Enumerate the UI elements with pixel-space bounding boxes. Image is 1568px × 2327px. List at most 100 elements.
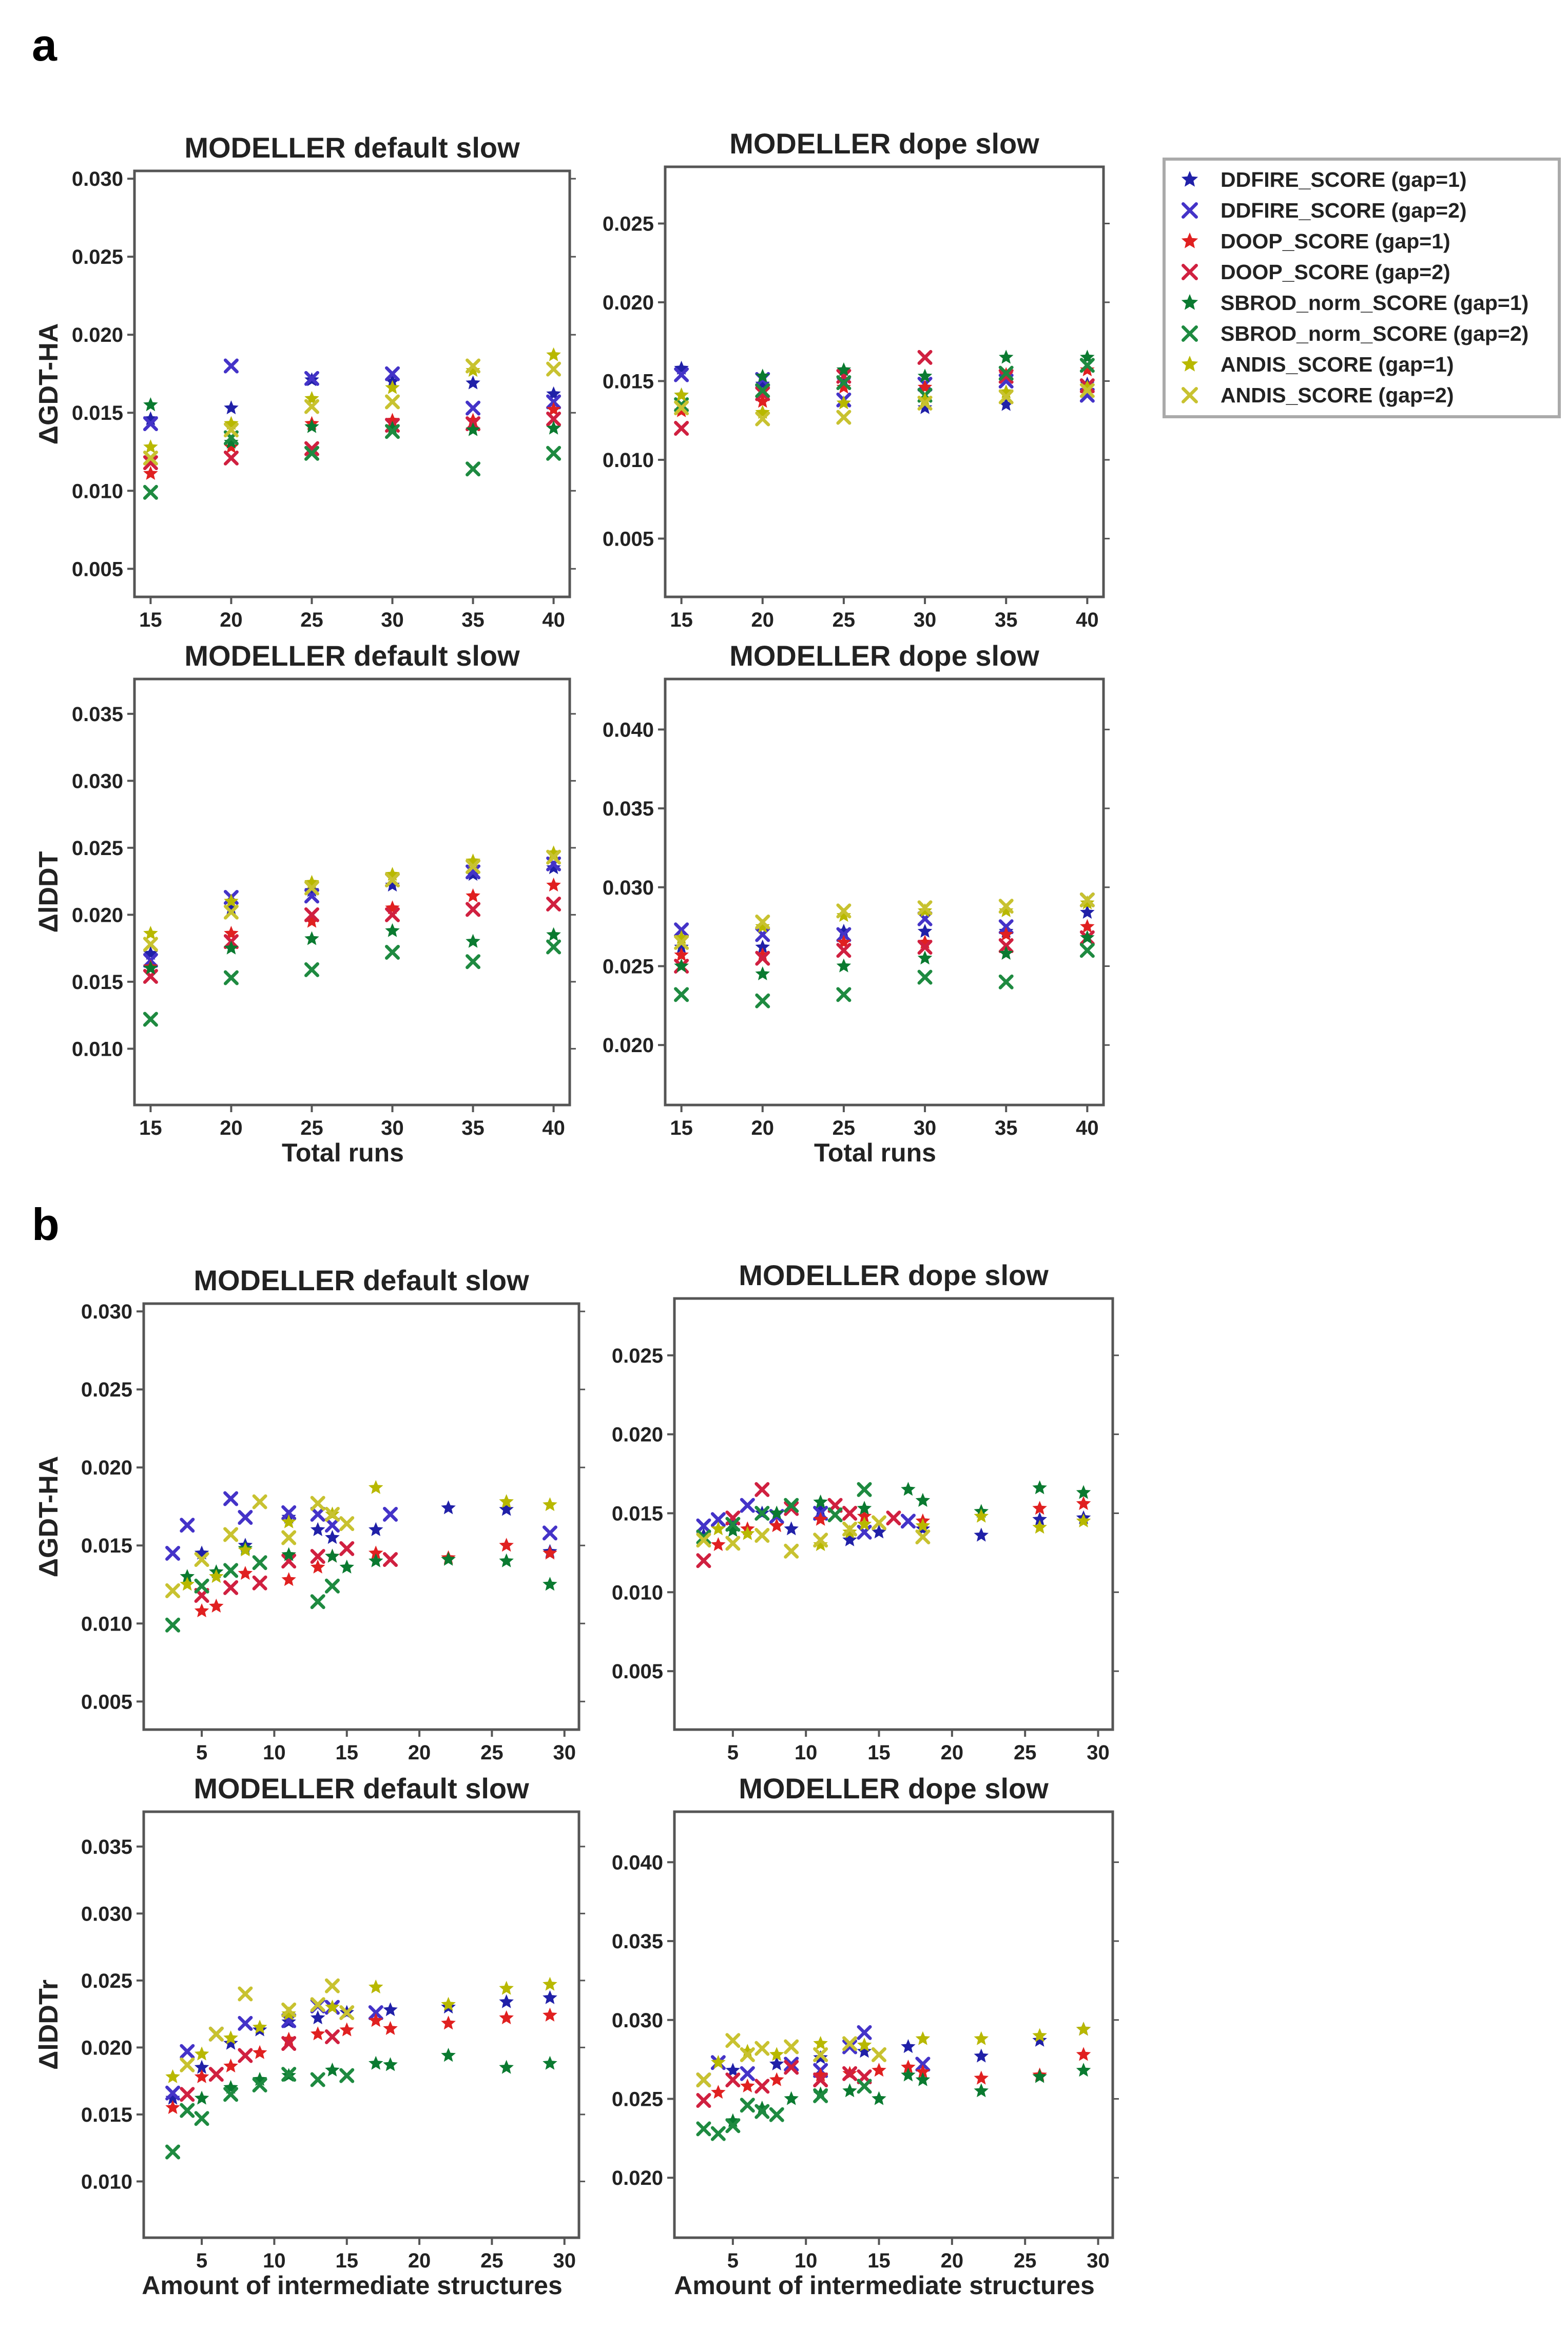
data-point [310,1997,325,2012]
data-point [304,914,319,928]
data-point [901,1482,916,1496]
data-point [696,1533,711,1548]
y-tick-label: 0.015 [81,1535,132,1557]
plot-frame [673,1297,1114,1731]
data-point [842,2083,857,2098]
data-point [999,927,1014,941]
data-point [696,1553,711,1568]
y-tick-label: 0.010 [72,1038,123,1060]
y-axis-label: ΔlDDTr [34,1980,64,2070]
y-tick-label: 0.005 [612,1660,663,1683]
x-tick-label: 30 [914,1117,937,1139]
data-point [499,2010,514,2025]
data-point [857,2079,872,2094]
data-point [223,2035,238,2050]
series-andis-score-gap-2- [674,383,1095,426]
data-point [324,1978,340,1993]
y-tick-label: 0.030 [612,2009,663,2032]
data-point [252,1494,267,1509]
data-point [769,2047,784,2061]
data-point [740,2047,755,2062]
data-point [466,400,481,416]
data-point [915,1492,931,1507]
data-point [546,860,561,875]
data-point [441,2015,456,2030]
y-tick-label: 0.035 [81,1836,132,1858]
data-point [784,2091,799,2105]
y-tick-label: 0.020 [603,1034,654,1057]
data-point [754,2079,770,2094]
data-point [740,1498,755,1513]
data-point [281,2002,297,2018]
data-point [974,1508,989,1523]
data-point [725,2033,741,2048]
data-point [711,1537,726,1552]
data-point [383,2002,398,2016]
data-point [915,1518,931,1533]
data-point [917,392,933,406]
data-point [339,2068,355,2083]
data-point [546,896,562,912]
data-point [836,379,851,394]
data-point [304,399,319,414]
data-point [143,455,158,471]
chart-b3: MODELLER default slow 5 10 15 20 25 30 0.010 0.0… [34,1772,585,2300]
series-sbrod-norm-score-gap-1- [143,397,561,449]
data-point [998,919,1014,935]
data-point [754,1528,770,1543]
data-point [543,1990,557,2004]
legend-marker [1182,264,1198,280]
y-tick-label: 0.025 [81,1379,132,1401]
x-tick-label: 15 [139,609,162,631]
data-point [1076,1485,1091,1499]
data-point [546,347,561,361]
data-point [499,1994,514,2008]
data-point [223,450,239,466]
data-point [827,1507,843,1523]
data-point [324,1578,340,1594]
series-sbrod-norm-score-gap-2- [674,943,1095,1009]
data-point [769,2056,784,2070]
data-point [281,2036,297,2051]
data-point [836,943,851,958]
series-sbrod-norm-score-gap-2- [696,2079,872,2141]
data-point [1076,2063,1091,2077]
data-point [813,1502,828,1517]
data-point [281,2006,296,2021]
x-tick-label: 15 [670,1117,693,1139]
data-point [998,369,1014,384]
data-point [252,1575,267,1591]
data-point [813,2072,828,2088]
chart-title: MODELLER default slow [193,1264,529,1296]
data-point [974,2031,989,2045]
data-point [466,363,480,377]
data-point [998,938,1014,954]
y-tick-label: 0.025 [612,1345,663,1367]
y-axis-label: ΔlDDT [34,851,64,933]
data-point [842,2066,858,2081]
data-point [784,1521,799,1536]
chart-a2: MODELLER dope slow 15 20 25 30 35 40 0.005 0.010… [603,127,1110,631]
data-point [917,395,933,411]
x-tick-label: 20 [408,1741,431,1764]
data-point [836,923,851,938]
data-point [900,1514,916,1529]
data-point [872,2047,887,2062]
data-point [224,940,239,955]
data-point [1076,1496,1091,1510]
chart-b1: MODELLER default slow 5 10 15 20 25 30 0.005 0.0… [34,1264,585,1764]
data-point [754,1505,770,1521]
data-point [546,402,561,416]
data-point [369,2055,383,2070]
y-tick-label: 0.025 [72,837,123,860]
y-axis-label: ΔGDT-HA [34,323,64,445]
data-point [180,1518,195,1533]
data-point [857,2025,872,2040]
data-point [546,445,562,461]
series-doop-score-gap-2- [180,2029,340,2102]
data-point [740,2098,755,2113]
data-point [281,1554,297,1569]
data-point [143,450,158,466]
data-point [143,416,158,432]
data-point [385,420,400,435]
